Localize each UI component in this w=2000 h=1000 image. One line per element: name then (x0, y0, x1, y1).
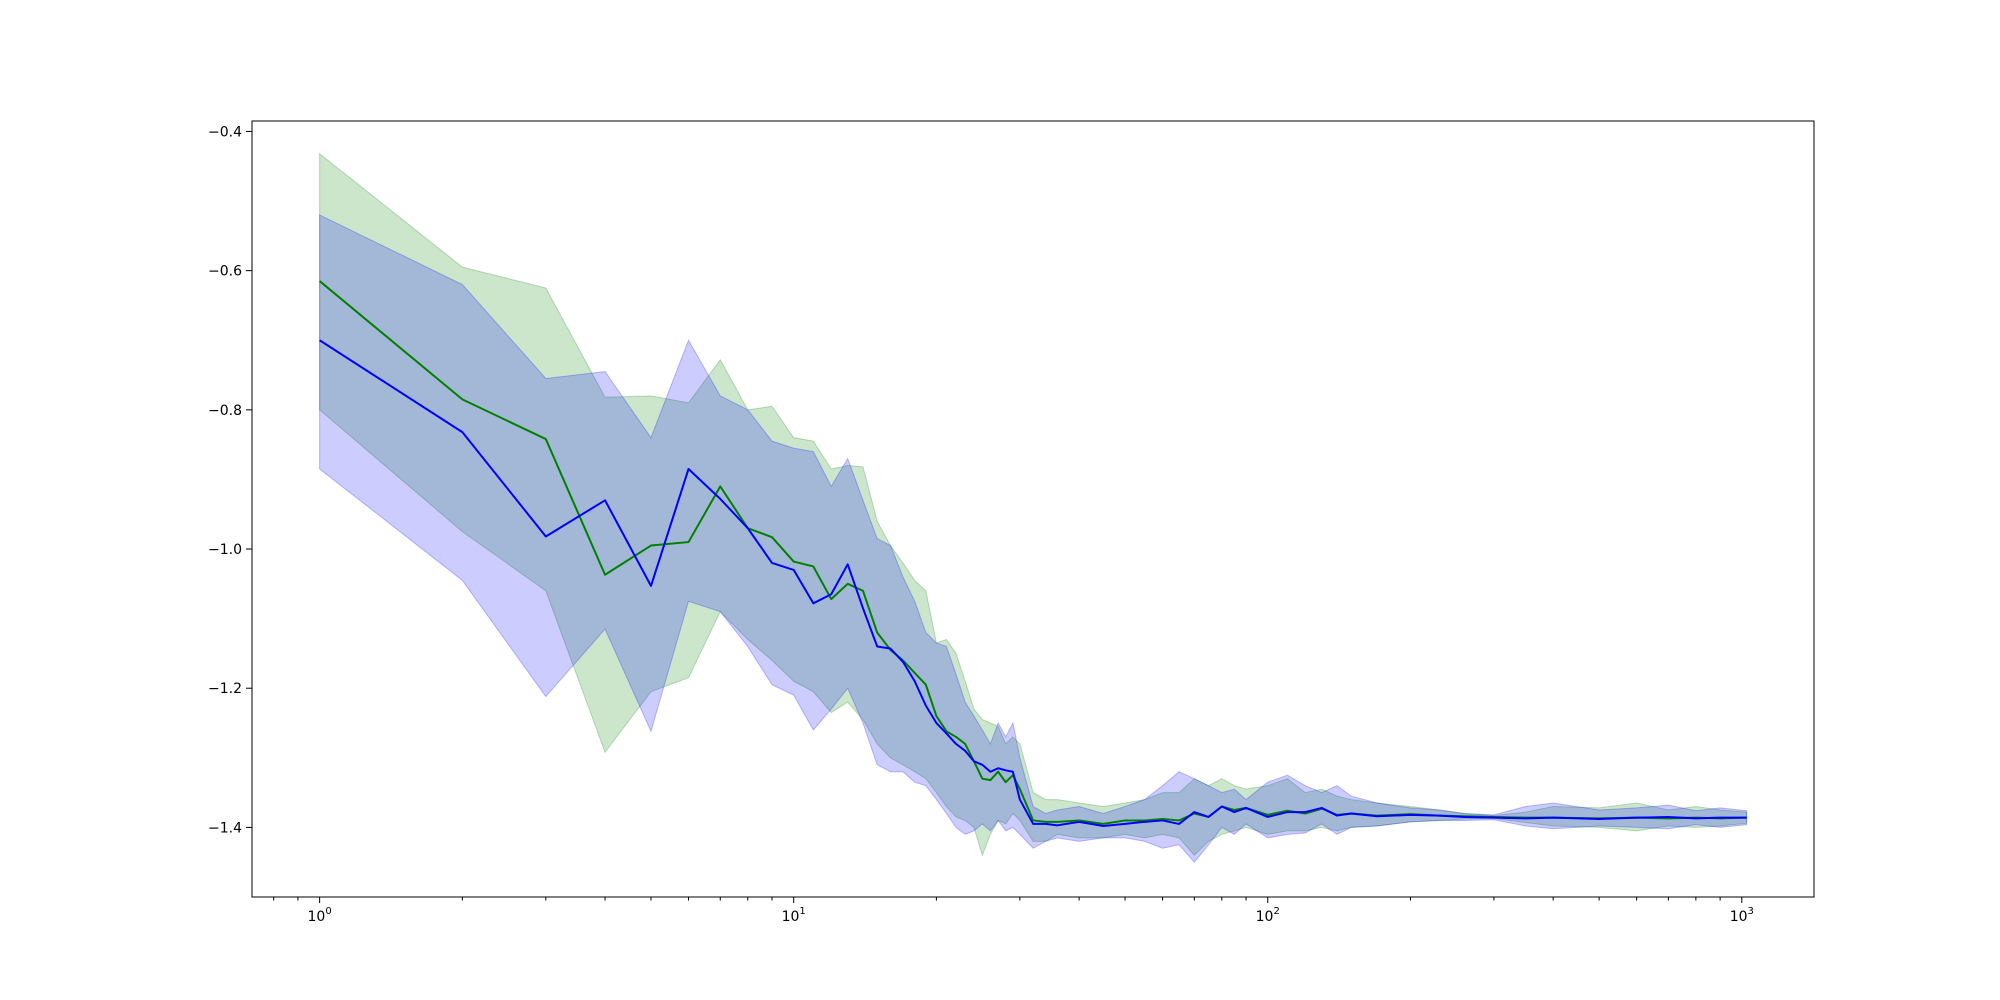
y-tick-label: −1.2 (208, 681, 242, 697)
x-tick-label: 102 (1256, 906, 1280, 925)
y-tick-label: −1.0 (208, 542, 242, 558)
series-lines (318, 280, 1747, 828)
confidence-bands (319, 152, 1748, 863)
y-tick-label: −0.6 (208, 264, 242, 280)
x-tick-label: 103 (1730, 906, 1754, 925)
plot-frame (251, 120, 1815, 898)
y-tick-label: −1.4 (208, 820, 242, 836)
x-tick-label: 100 (308, 906, 332, 925)
y-tick-label: −0.8 (208, 403, 242, 419)
y-tick-label: −0.4 (208, 124, 242, 140)
series-2-band (319, 214, 1748, 863)
series-2-line (319, 339, 1747, 828)
y-axis: −1.4 −1.2 −1.0 −0.8 −0.6 −0.4 (208, 124, 252, 836)
x-axis: 100 101 102 103 (273, 897, 1754, 925)
series-1-band (319, 152, 1748, 857)
x-tick-label: 101 (782, 906, 806, 925)
